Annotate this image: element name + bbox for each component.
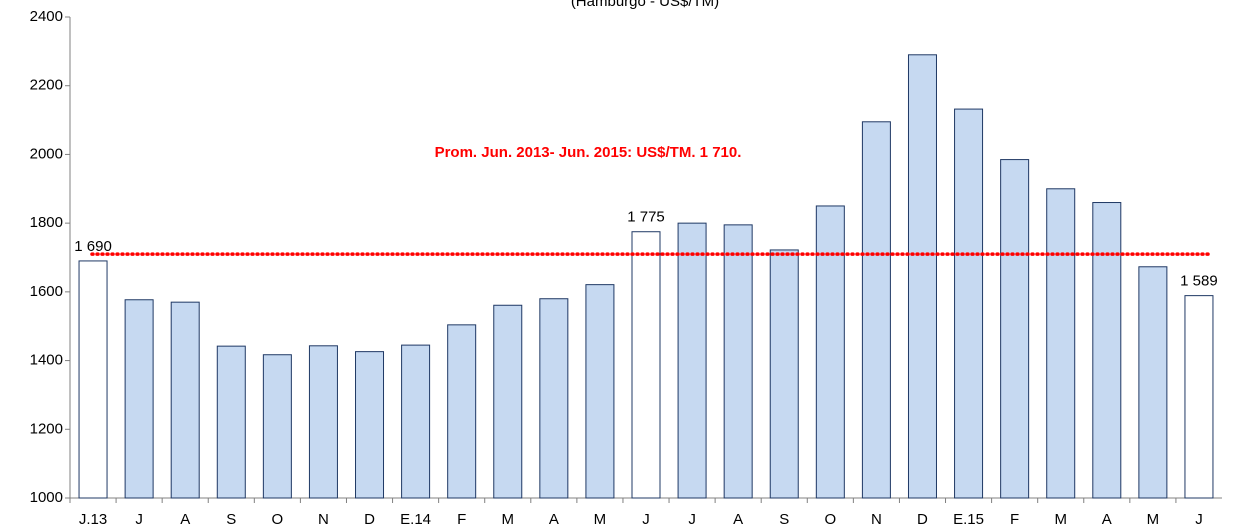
x-tick-label: A bbox=[549, 511, 559, 528]
bar bbox=[1184, 295, 1214, 499]
x-tick-label: M bbox=[1054, 511, 1067, 528]
bar bbox=[1138, 266, 1168, 499]
x-tick-label: S bbox=[226, 511, 236, 528]
bar bbox=[539, 298, 569, 499]
bar bbox=[124, 299, 154, 499]
y-tick-label: 2400 bbox=[30, 8, 63, 25]
bar bbox=[1000, 159, 1030, 499]
bar bbox=[585, 284, 615, 499]
y-tick-label: 1000 bbox=[30, 489, 63, 506]
bar bbox=[78, 260, 108, 499]
bar bbox=[1046, 188, 1076, 499]
x-tick-label: A bbox=[1102, 511, 1112, 528]
x-tick-label: M bbox=[502, 511, 515, 528]
x-tick-label: J bbox=[688, 511, 696, 528]
bar bbox=[954, 108, 984, 499]
y-tick-label: 1600 bbox=[30, 283, 63, 300]
reference-label: Prom. Jun. 2013- Jun. 2015: US$/TM. 1 71… bbox=[435, 144, 742, 161]
bar bbox=[1092, 202, 1122, 499]
bar bbox=[262, 354, 292, 499]
bar bbox=[677, 222, 707, 499]
value-label: 1 690 bbox=[74, 238, 112, 255]
x-tick-label: O bbox=[272, 511, 284, 528]
x-tick-label: J bbox=[642, 511, 650, 528]
value-label: 1 775 bbox=[627, 209, 665, 226]
bar bbox=[447, 324, 477, 499]
x-tick-label: J bbox=[1195, 511, 1203, 528]
bar bbox=[308, 345, 338, 499]
y-tick-label: 1200 bbox=[30, 420, 63, 437]
bar bbox=[216, 345, 246, 499]
x-tick-label: J.13 bbox=[79, 511, 107, 528]
chart-subtitle: (Hamburgo - US$/TM) bbox=[571, 0, 719, 10]
bar bbox=[769, 249, 799, 499]
x-tick-label: S bbox=[779, 511, 789, 528]
bar bbox=[631, 231, 661, 499]
x-tick-label: M bbox=[1147, 511, 1160, 528]
y-tick-label: 1800 bbox=[30, 214, 63, 231]
x-tick-label: N bbox=[318, 511, 329, 528]
x-tick-label: N bbox=[871, 511, 882, 528]
x-tick-label: D bbox=[364, 511, 375, 528]
x-tick-label: F bbox=[457, 511, 466, 528]
x-tick-label: M bbox=[594, 511, 607, 528]
bar bbox=[170, 301, 200, 499]
x-tick-label: A bbox=[733, 511, 743, 528]
bar bbox=[815, 205, 845, 499]
x-tick-label: O bbox=[824, 511, 836, 528]
bar bbox=[861, 121, 891, 499]
x-tick-label: J bbox=[135, 511, 143, 528]
bar bbox=[723, 224, 753, 499]
bar bbox=[907, 54, 937, 499]
x-tick-label: E.14 bbox=[400, 511, 431, 528]
x-tick-label: A bbox=[180, 511, 190, 528]
y-tick-label: 1400 bbox=[30, 352, 63, 369]
bar bbox=[493, 304, 523, 499]
y-tick-label: 2000 bbox=[30, 145, 63, 162]
bar bbox=[355, 351, 385, 499]
x-tick-label: D bbox=[917, 511, 928, 528]
value-label: 1 589 bbox=[1180, 273, 1218, 290]
x-tick-label: E.15 bbox=[953, 511, 984, 528]
bar bbox=[401, 344, 431, 499]
y-tick-label: 2200 bbox=[30, 77, 63, 94]
x-tick-label: F bbox=[1010, 511, 1019, 528]
